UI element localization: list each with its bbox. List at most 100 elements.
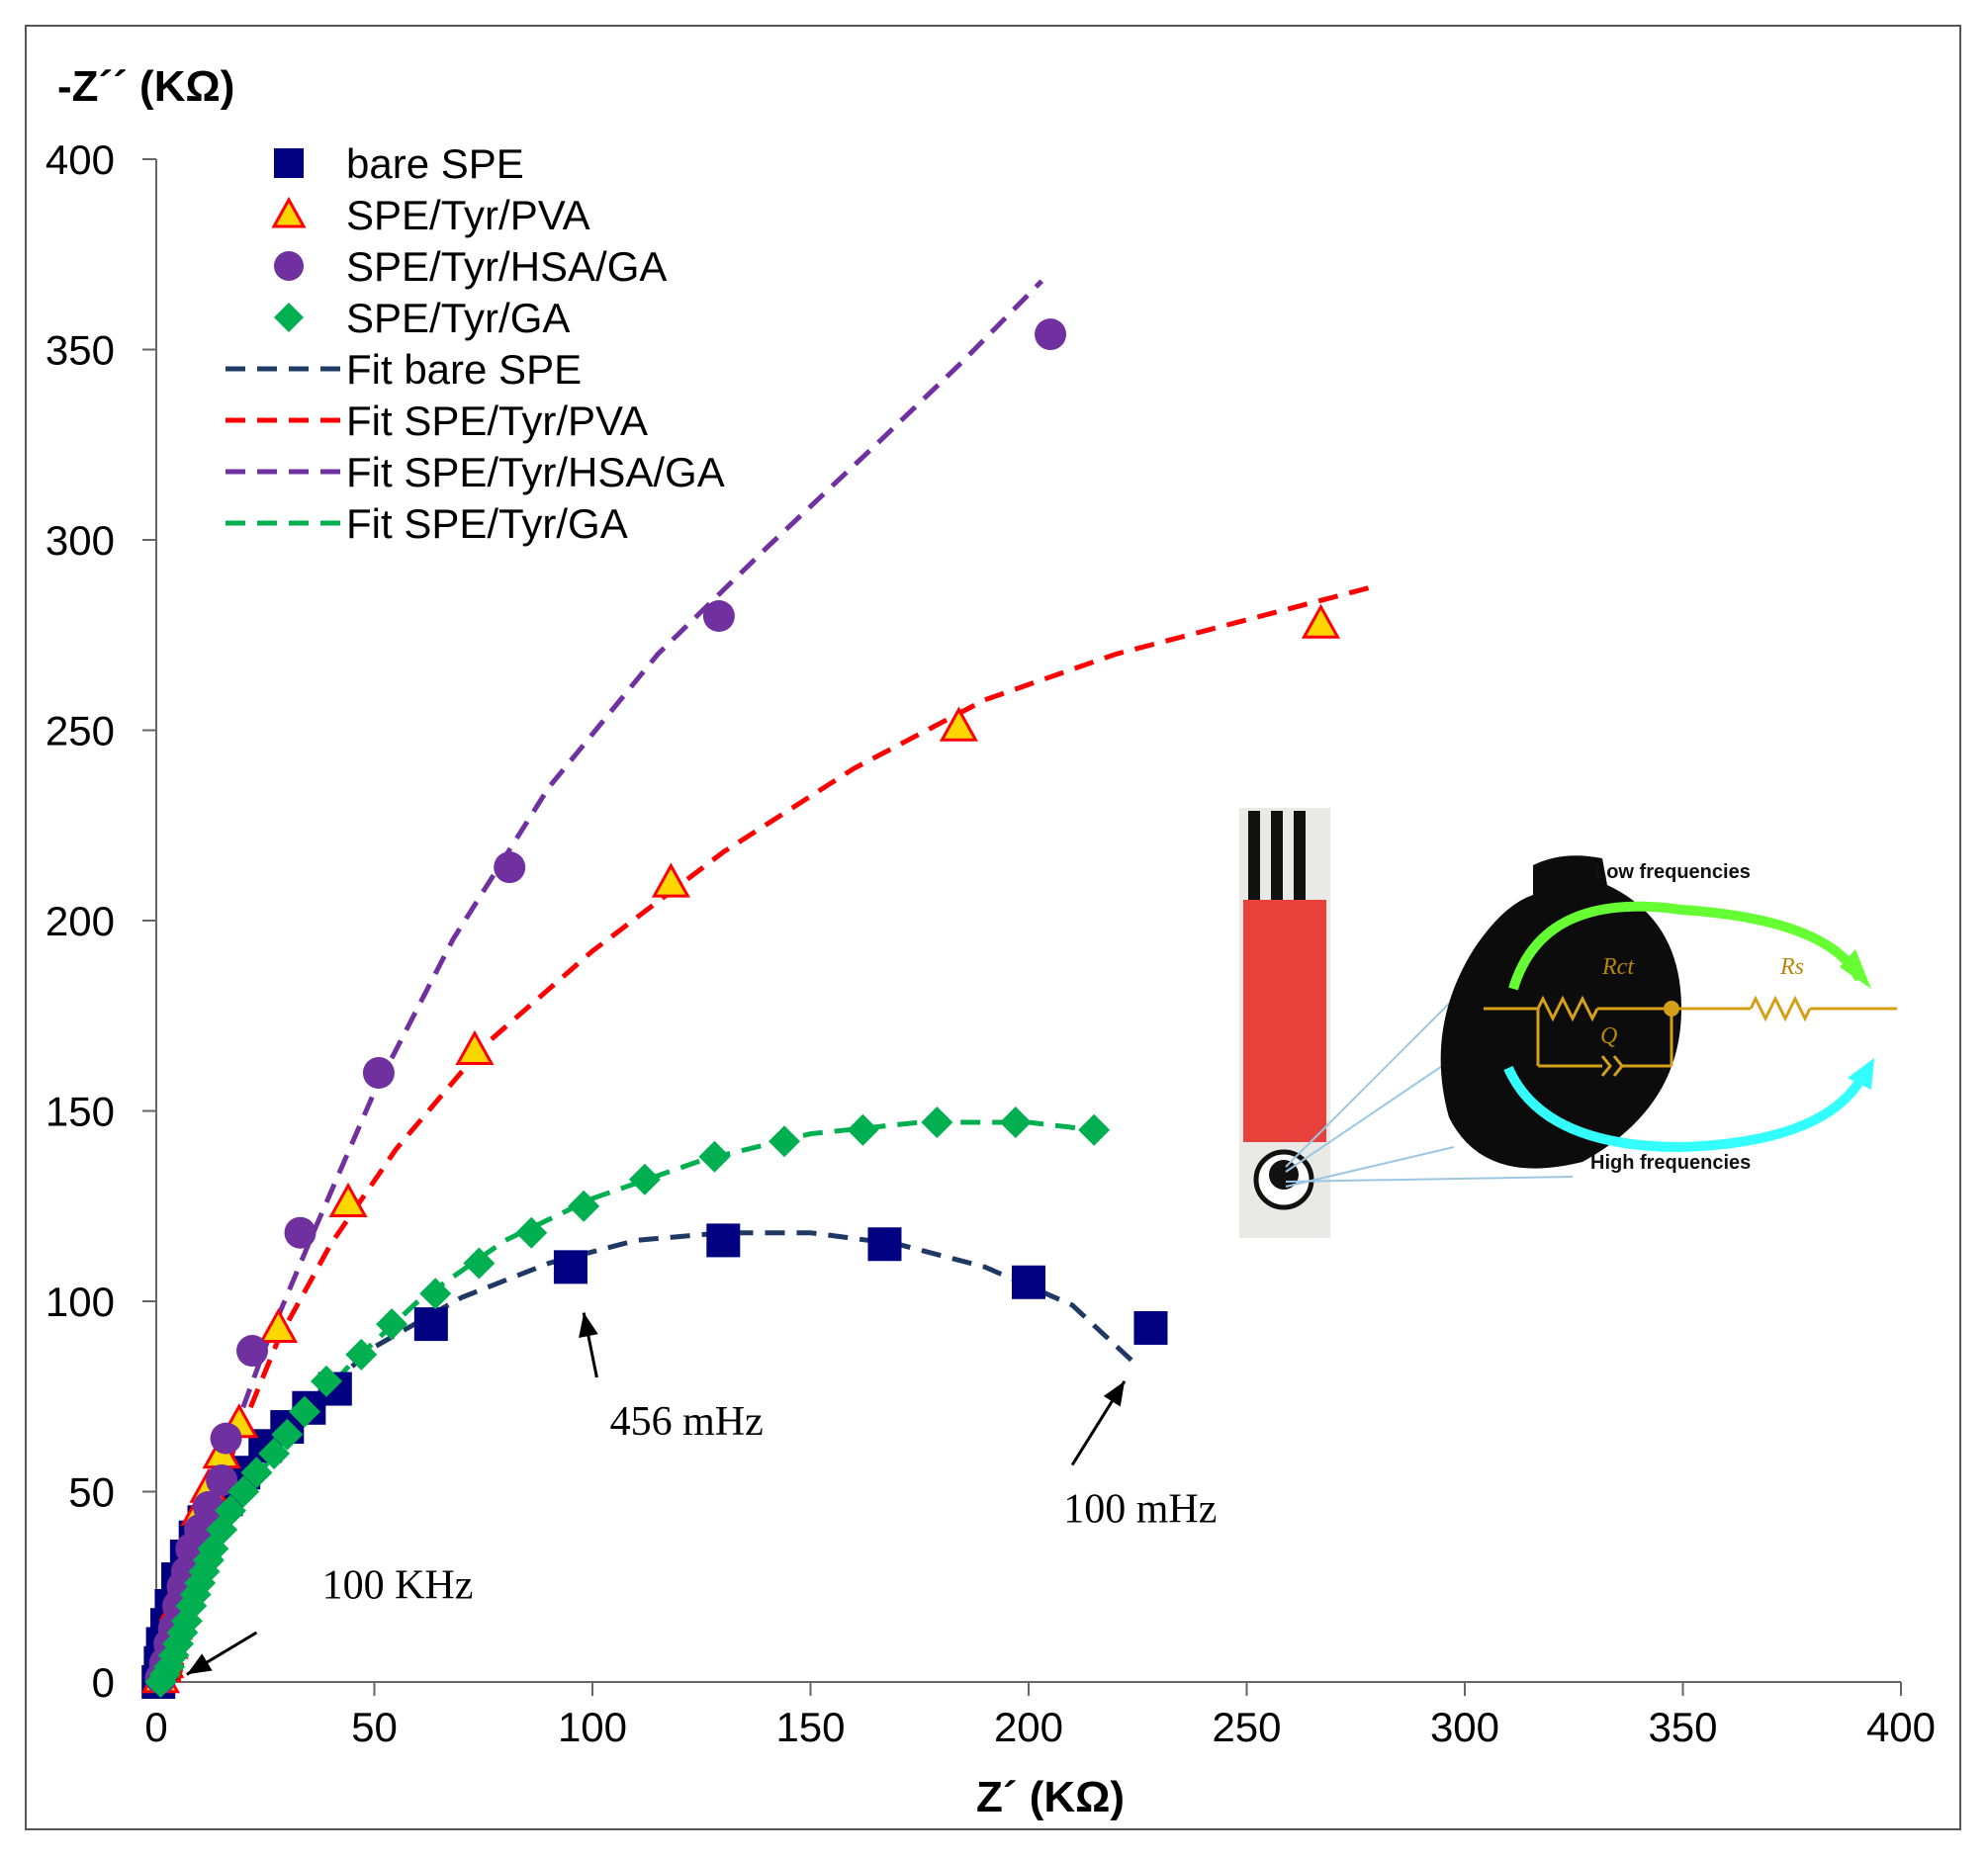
spe-tyr-pva-point xyxy=(328,1182,368,1217)
axis-titles: -Z´´ (KΩ) Z´ (KΩ) xyxy=(57,62,1125,1821)
y-tick-label: 0 xyxy=(92,1659,115,1706)
spe-tyr-ga-point xyxy=(568,1190,600,1222)
rs-label: Rs xyxy=(1779,954,1804,980)
electrode-blob xyxy=(1440,855,1681,1169)
spe-tyr-ga-point xyxy=(1078,1113,1111,1146)
equivalent-circuit xyxy=(1484,995,1897,1077)
spe-tyr-pva-point xyxy=(258,1307,299,1344)
legend-item-bare-spe: bare SPE xyxy=(274,140,524,187)
spe-tyr-pva-point xyxy=(1301,603,1341,639)
legend-label: SPE/Tyr/HSA/GA xyxy=(346,243,667,290)
spe-tyr-ga-point xyxy=(288,1395,320,1428)
legend-swatch xyxy=(274,251,304,281)
100-khz-label: 100 KHz xyxy=(322,1562,474,1608)
legend-label: Fit SPE/Tyr/PVA xyxy=(346,398,648,444)
legend: bare SPE SPE/Tyr/PVA SPE/Tyr/HSA/GA SPE/Tyr… xyxy=(226,140,725,547)
x-tick-label: 350 xyxy=(1648,1704,1717,1750)
legend-item-fit-spe-tyr-ga: Fit SPE/Tyr/GA xyxy=(226,500,628,547)
q-label: Q xyxy=(1600,1023,1617,1049)
spe-tyr-ga-point xyxy=(258,1438,291,1469)
456-mhz-label: 456 mHz xyxy=(610,1399,764,1445)
low-frequency-arrow xyxy=(1508,901,1871,991)
y-tick-label: 150 xyxy=(45,1089,115,1135)
high-frequencies-label: High frequencies xyxy=(1590,1152,1751,1174)
y-tick-label: 350 xyxy=(45,327,115,374)
y-tick-label: 250 xyxy=(45,708,115,754)
spe-tyr-ga-point xyxy=(921,1107,953,1139)
legend-swatch xyxy=(274,148,304,178)
x-tick-label: 250 xyxy=(1212,1704,1281,1750)
fit-lines xyxy=(157,279,1379,1683)
spe-tyr-ga-point xyxy=(999,1107,1032,1139)
figure-frame xyxy=(25,25,1961,1830)
spe-tyr-ga-series xyxy=(144,1107,1111,1698)
legend-item-fit-spe-tyr-hsa-ga: Fit SPE/Tyr/HSA/GA xyxy=(226,449,725,495)
spe-tyr-ga-point xyxy=(310,1365,342,1397)
bare-spe-point xyxy=(1133,1310,1168,1345)
y-tick-label: 200 xyxy=(45,898,115,944)
spe-tyr-hsa-ga-point xyxy=(206,1463,238,1496)
x-axis-title: Z´ (KΩ) xyxy=(976,1773,1125,1821)
legend-swatch xyxy=(271,196,307,228)
legend-item-spe-tyr-hsa-ga: SPE/Tyr/HSA/GA xyxy=(274,243,667,290)
spe-tyr-hsa-ga-point xyxy=(236,1335,269,1368)
fit-bare-spe-line xyxy=(157,1230,1139,1683)
high-frequency-arrow xyxy=(1503,1058,1874,1153)
100-khz-arrow-head xyxy=(186,1653,213,1675)
100-mhz-label: 100 mHz xyxy=(1063,1486,1217,1532)
legend-label: Fit bare SPE xyxy=(346,346,582,393)
spe-tyr-ga-point xyxy=(271,1418,304,1451)
spe-tyr-ga-point xyxy=(698,1140,731,1173)
spe-tyr-pva-point xyxy=(651,862,690,898)
spe-tyr-ga-point xyxy=(847,1113,879,1146)
spe-tyr-hsa-ga-point xyxy=(210,1422,242,1455)
y-axis-title: -Z´´ (KΩ) xyxy=(57,62,234,111)
spe-tyr-hsa-ga-point xyxy=(702,600,735,632)
bare-spe-point xyxy=(553,1250,587,1284)
x-tick-label: 300 xyxy=(1430,1704,1499,1750)
legend-item-fit-spe-tyr-pva: Fit SPE/Tyr/PVA xyxy=(226,398,648,444)
rct-label: Rct xyxy=(1601,954,1635,980)
spe-tyr-hsa-ga-point xyxy=(1035,318,1067,351)
x-tick-label: 150 xyxy=(775,1704,845,1750)
y-tick-label: 50 xyxy=(68,1469,115,1516)
x-tick-label: 0 xyxy=(144,1704,167,1750)
y-tick-label: 400 xyxy=(45,136,115,183)
spe-tyr-pva-point xyxy=(455,1029,495,1065)
100-mhz-arrow-head xyxy=(1103,1380,1126,1407)
spe-tyr-ga-point xyxy=(240,1457,273,1489)
bare-spe-point xyxy=(867,1227,902,1262)
bare-spe-point xyxy=(1012,1265,1045,1299)
bare-spe-series xyxy=(141,1223,1168,1699)
x-tick-label: 400 xyxy=(1866,1704,1936,1750)
spe-tyr-ga-point xyxy=(768,1125,801,1158)
spe-tyr-pva-point xyxy=(939,706,978,742)
spe-tyr-hsa-ga-point xyxy=(192,1490,225,1523)
y-tick-label: 100 xyxy=(45,1279,115,1325)
x-tick-label: 200 xyxy=(994,1704,1063,1750)
axes: 0 50 100 150 200 250 300 350 400 0 50 100 150 200 250 3… xyxy=(45,136,1936,1750)
legend-label: Fit SPE/Tyr/HSA/GA xyxy=(346,449,725,495)
spe-tyr-ga-point xyxy=(214,1494,246,1527)
electrode-strip xyxy=(1239,808,1330,1238)
legend-label: bare SPE xyxy=(346,140,524,187)
legend-item-spe-tyr-pva: SPE/Tyr/PVA xyxy=(271,192,590,238)
456-mhz-arrow-head xyxy=(579,1312,598,1339)
spe-tyr-ga-point xyxy=(376,1308,408,1341)
spe-tyr-ga-point xyxy=(345,1338,378,1371)
spe-tyr-ga-point xyxy=(628,1163,661,1195)
legend-label: Fit SPE/Tyr/GA xyxy=(346,500,628,547)
spe-tyr-hsa-ga-point xyxy=(284,1216,316,1249)
data-points xyxy=(140,318,1341,1699)
spe-tyr-hsa-ga-point xyxy=(362,1057,395,1089)
annotations: 100 KHz 456 mHz 100 mHz xyxy=(186,1312,1217,1676)
spe-tyr-ga-point xyxy=(515,1216,548,1249)
spe-tyr-ga-point xyxy=(419,1278,452,1310)
spe-tyr-ga-point xyxy=(463,1247,496,1280)
legend-swatch xyxy=(274,303,304,332)
electrode-circuit-inset: Low frequencies High frequencies Rct Rs … xyxy=(1239,808,1897,1238)
legend-item-spe-tyr-ga: SPE/Tyr/GA xyxy=(274,295,570,341)
legend-label: SPE/Tyr/PVA xyxy=(346,192,590,238)
legend-label: SPE/Tyr/GA xyxy=(346,295,570,341)
